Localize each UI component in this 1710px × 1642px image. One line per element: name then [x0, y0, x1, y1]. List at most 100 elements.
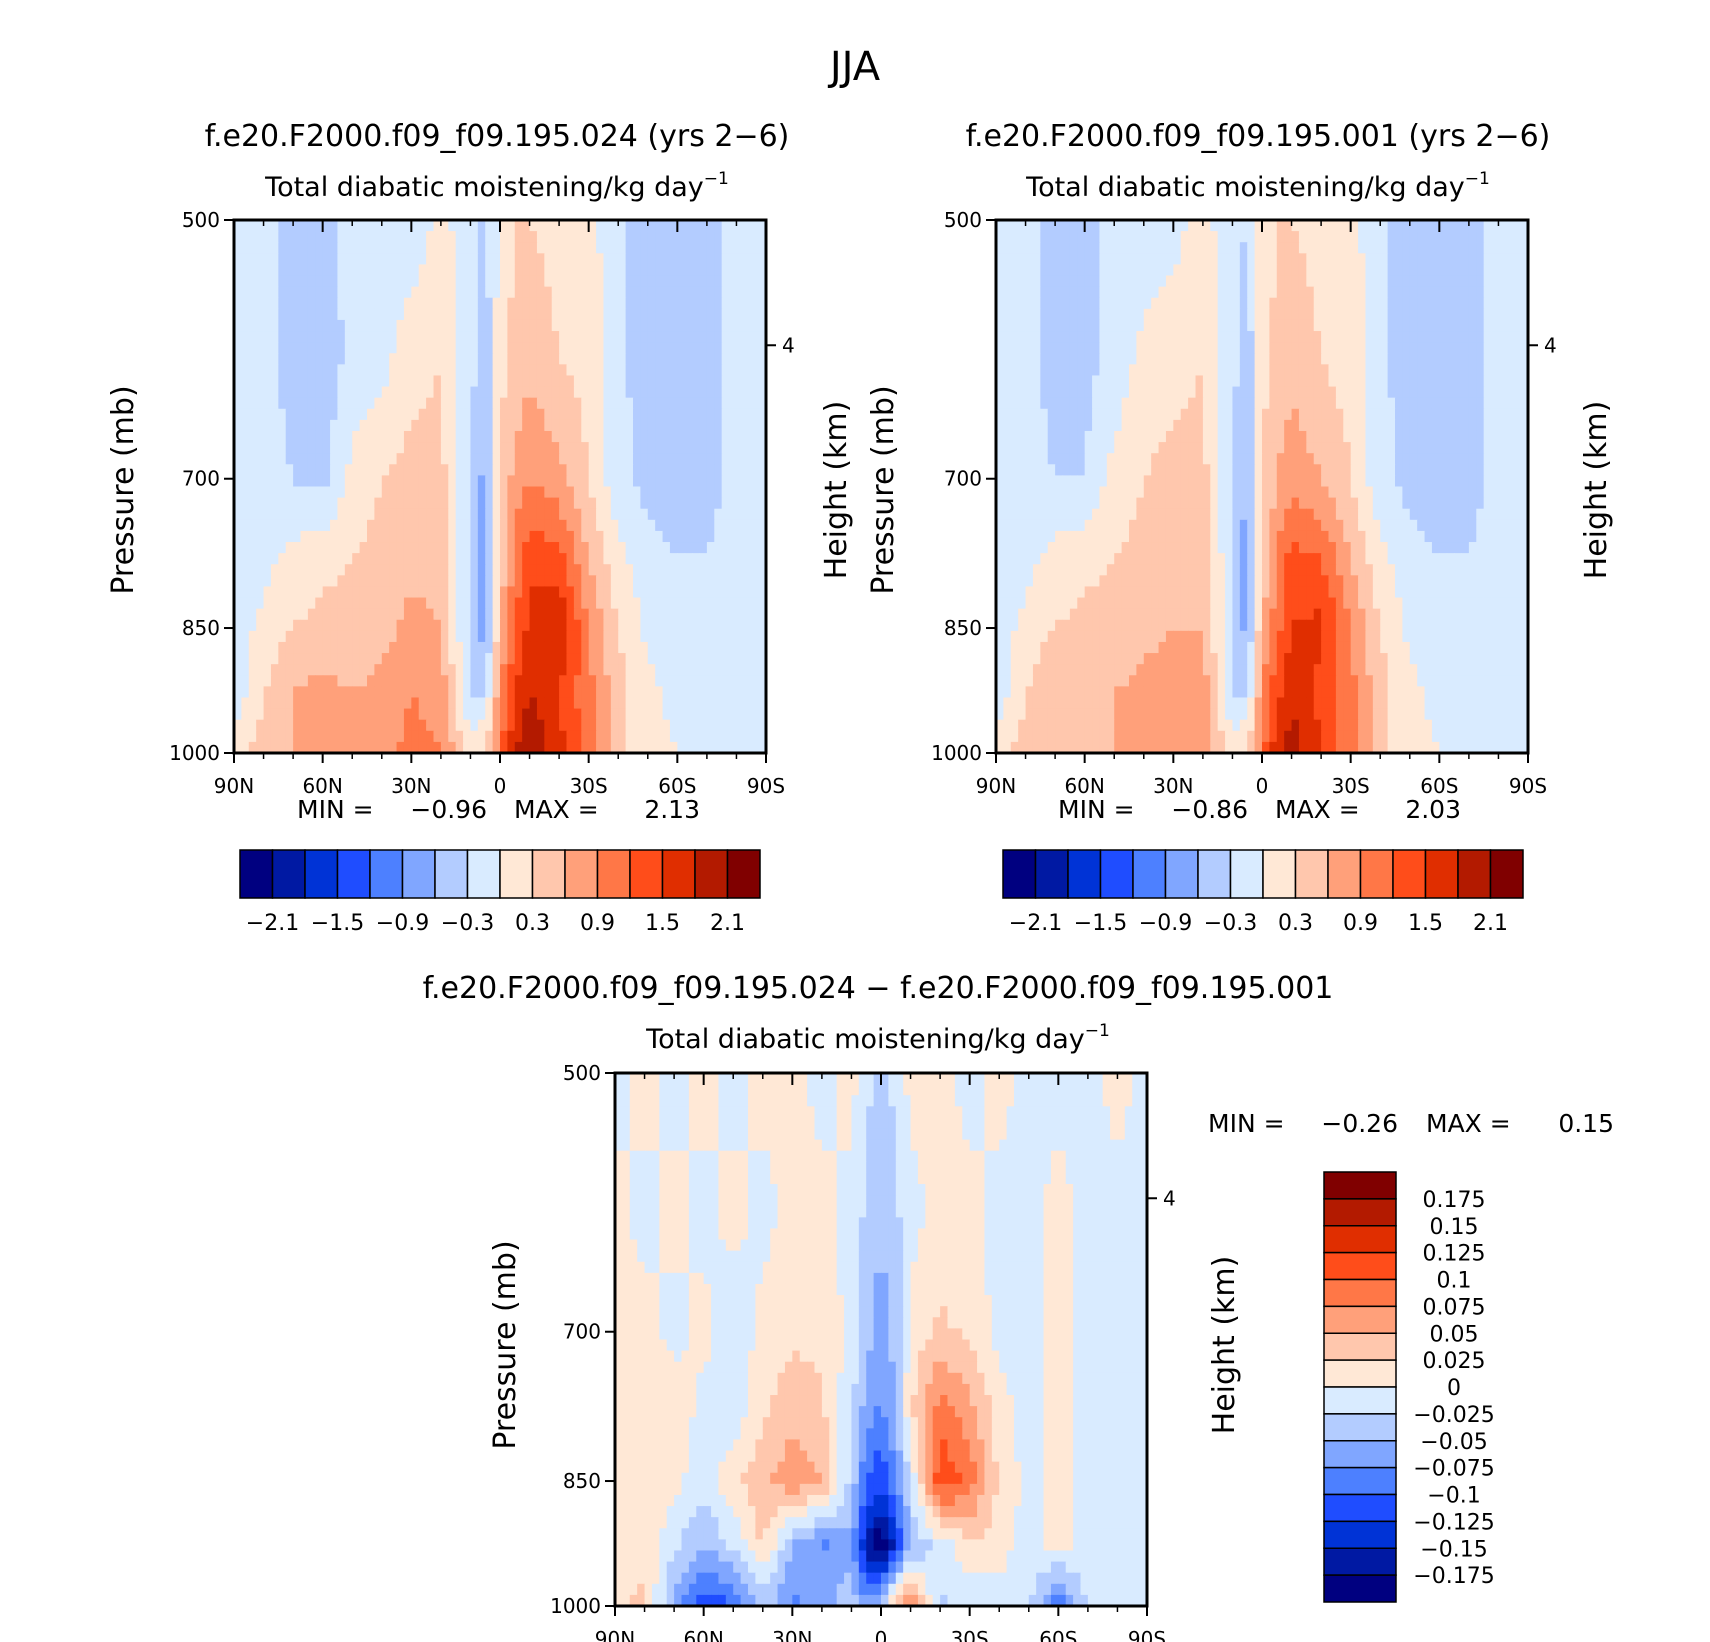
field-cell: [551, 519, 560, 532]
field-cell: [426, 530, 435, 543]
field-cell: [352, 220, 361, 232]
field-cell: [396, 497, 405, 510]
field-cell: [330, 741, 339, 754]
field-cell: [448, 364, 457, 377]
field-cell: [996, 331, 1004, 343]
field-cell: [507, 697, 516, 710]
field-cell: [566, 242, 575, 254]
field-cell: [1505, 375, 1514, 388]
field-cell: [529, 486, 538, 499]
field-cell: [293, 220, 302, 232]
field-cell: [751, 542, 760, 554]
field-cell: [1446, 264, 1455, 277]
field-cell: [507, 542, 516, 554]
field-cell: [684, 686, 693, 699]
field-cell: [1298, 275, 1307, 288]
field-cell: [721, 675, 730, 687]
field-cell: [677, 264, 686, 277]
field-cell: [522, 286, 531, 299]
field-cell: [1365, 297, 1374, 310]
colorbar-box: [239, 849, 274, 899]
field-cell: [1069, 386, 1078, 399]
field-cell: [721, 408, 730, 421]
field-cell: [485, 464, 494, 476]
field-cell: [1409, 364, 1418, 377]
field-cell: [1225, 264, 1234, 277]
field-cell: [389, 419, 398, 432]
field-cell: [455, 464, 464, 476]
field-cell: [633, 486, 641, 499]
field-cell: [588, 630, 597, 643]
field-cell: [1232, 364, 1241, 377]
field-cell: [1417, 408, 1426, 421]
field-cell: [551, 597, 560, 610]
field-cell: [1025, 364, 1034, 377]
field-cell: [566, 475, 575, 488]
field-cell: [1276, 375, 1285, 388]
field-cell: [1298, 331, 1307, 343]
field-cell: [551, 342, 560, 354]
field-cell: [411, 697, 420, 710]
field-cell: [396, 231, 405, 243]
field-cell: [374, 741, 383, 754]
field-cell: [706, 442, 715, 454]
field-cell: [677, 486, 686, 499]
field-cell: [736, 286, 745, 299]
field-cell: [699, 253, 708, 266]
field-cell: [1188, 331, 1197, 343]
field-cell: [330, 364, 339, 377]
field-cell: [1439, 264, 1448, 277]
field-cell: [241, 353, 250, 365]
field-cell: [1306, 397, 1315, 410]
field-cell: [1306, 375, 1315, 388]
colorbar-label: −2.1: [246, 911, 299, 936]
field-cell: [1468, 331, 1477, 343]
field-cell: [1365, 331, 1374, 343]
panel-right-title: f.e20.F2000.f09_f09.195.001 (yrs 2−6): [966, 119, 1551, 154]
field-cell: [1372, 430, 1381, 443]
field-cell: [1047, 353, 1056, 365]
field-cell: [1328, 297, 1337, 310]
field-cell: [477, 375, 486, 388]
field-cell: [640, 430, 649, 443]
field-cell: [433, 741, 442, 754]
field-cell: [256, 319, 265, 332]
field-cell: [1232, 264, 1241, 277]
field-cell: [1055, 275, 1064, 288]
field-cell: [1254, 253, 1263, 266]
field-cell: [381, 575, 390, 588]
field-cell: [573, 686, 582, 699]
field-cell: [403, 508, 412, 521]
field-cell: [758, 519, 767, 532]
field-cell: [669, 464, 678, 476]
field-cell: [241, 619, 250, 632]
field-cell: [1180, 220, 1189, 232]
field-cell: [285, 508, 294, 521]
field-cell: [389, 375, 398, 388]
field-cell: [448, 375, 457, 388]
field-cell: [1055, 397, 1064, 410]
field-cell: [714, 508, 723, 521]
field-cell: [536, 331, 545, 343]
field-cell: [1010, 275, 1019, 288]
field-cell: [337, 231, 346, 243]
field-cell: [1276, 242, 1285, 254]
field-cell: [588, 442, 597, 454]
field-cell: [529, 286, 538, 299]
field-cell: [1291, 375, 1300, 388]
field-cell: [1040, 375, 1049, 388]
field-cell: [1343, 308, 1352, 321]
field-cell: [374, 453, 383, 465]
field-cell: [514, 464, 523, 476]
field-cell: [426, 386, 435, 399]
field-cell: [603, 375, 612, 388]
field-cell: [448, 453, 457, 465]
field-cell: [470, 653, 479, 665]
field-cell: [411, 686, 420, 699]
field-cell: [463, 641, 472, 654]
field-cell: [278, 619, 287, 632]
field-cell: [330, 508, 339, 521]
field-cell: [1424, 253, 1433, 266]
field-cell: [389, 364, 398, 377]
field-cell: [1491, 430, 1500, 443]
